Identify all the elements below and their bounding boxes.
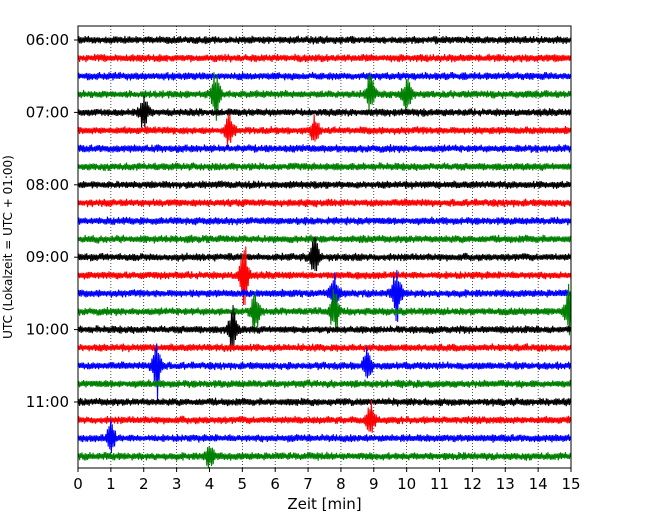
seismic-trace: [77, 72, 572, 121]
seismic-trace: [77, 419, 572, 454]
y-tick-label: 07:00: [26, 103, 69, 121]
seismic-trace: [77, 162, 572, 172]
seismic-trace: [77, 379, 572, 389]
x-tick-label: 1: [106, 475, 116, 493]
seismic-trace: [77, 446, 572, 468]
x-tick-label: 14: [529, 475, 548, 493]
x-tick-label: 15: [561, 475, 580, 493]
seismic-trace: [77, 397, 572, 407]
seismic-trace: [77, 216, 572, 226]
x-tick-label: 6: [270, 475, 280, 493]
seismic-trace: [77, 95, 572, 128]
x-tick-label: 13: [496, 475, 515, 493]
x-tick-label: 2: [139, 475, 149, 493]
x-tick-label: 12: [463, 475, 482, 493]
seismic-trace: [77, 71, 572, 81]
x-tick-label: 0: [73, 475, 83, 493]
x-tick-label: 7: [303, 475, 313, 493]
seismic-trace: [77, 236, 572, 272]
seismic-traces: [77, 35, 572, 468]
seismic-trace: [77, 144, 572, 154]
seismic-trace: [77, 180, 572, 190]
y-tick-label: 08:00: [26, 176, 69, 194]
x-tick-label: 11: [430, 475, 449, 493]
y-axis-label: UTC (Lokalzeit = UTC + 01:00): [1, 155, 15, 339]
x-tick-label: 4: [205, 475, 215, 493]
x-axis-label: Zeit [min]: [287, 495, 361, 513]
seismic-trace: [77, 113, 572, 149]
x-tick-label: 8: [336, 475, 346, 493]
seismic-trace: [77, 343, 572, 353]
seismic-trace: [77, 234, 572, 244]
plot-frame: [77, 25, 572, 469]
seismic-trace: [77, 198, 572, 208]
x-tick-label: 3: [172, 475, 182, 493]
y-tick-label: 10:00: [26, 321, 69, 339]
x-tick-label: 9: [369, 475, 379, 493]
seismic-trace: [77, 35, 572, 45]
seismic-trace: [77, 400, 572, 433]
y-tick-label: 11:00: [26, 393, 69, 411]
y-tick-label: 06:00: [26, 31, 69, 49]
y-axis: 06:00 07:00 08:00 09:00 10:00 11:00: [26, 31, 78, 411]
seismic-trace: [77, 343, 572, 401]
x-tick-label: 5: [238, 475, 248, 493]
seismic-trace: [77, 283, 572, 336]
seismic-trace: [77, 305, 572, 352]
x-tick-label: 10: [397, 475, 416, 493]
seismic-trace: [77, 53, 572, 63]
x-axis: 0 1 2 3 4 5 6 7 8 9 10 11 12 13 14 15: [73, 468, 581, 493]
y-tick-label: 09:00: [26, 248, 69, 266]
seismic-trace: [77, 269, 572, 322]
seismic-trace: [77, 246, 572, 306]
